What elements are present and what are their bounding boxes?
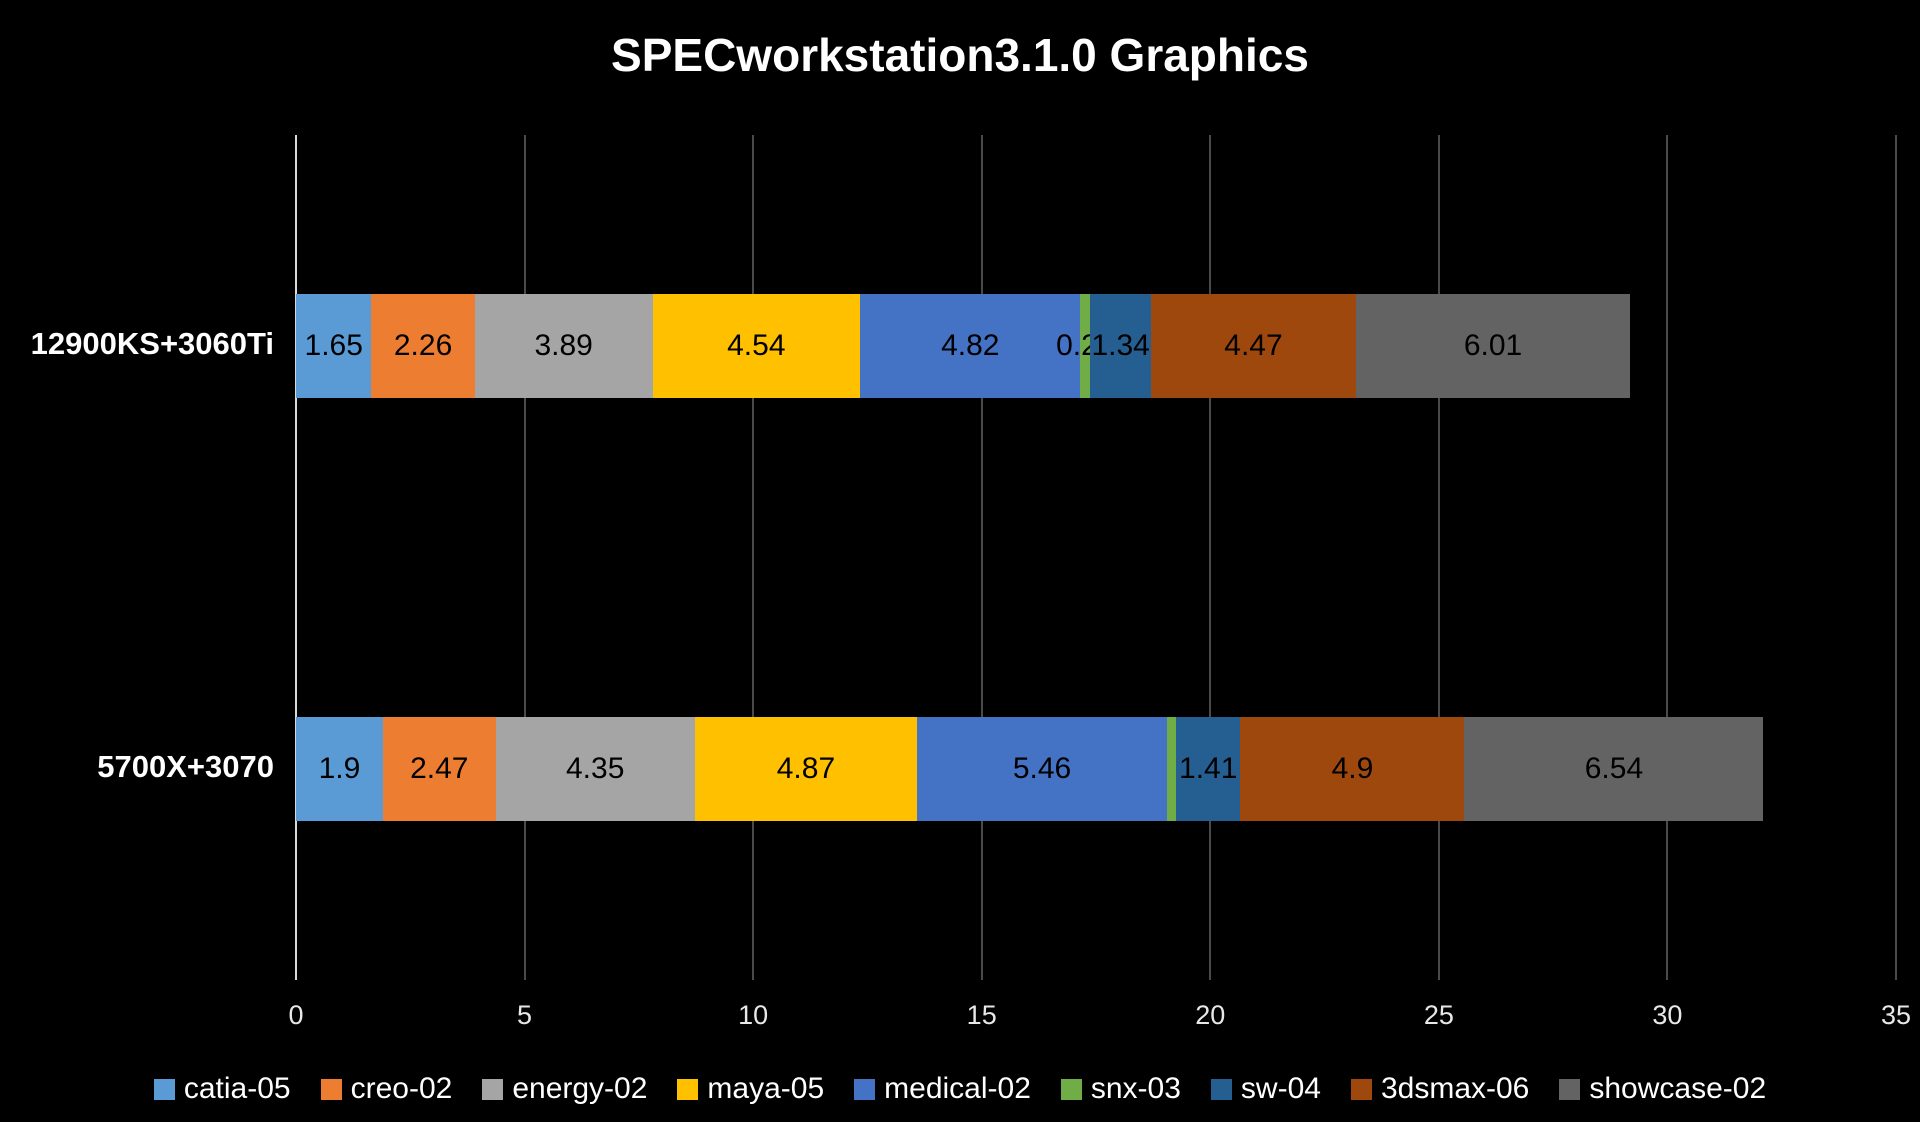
legend-swatch-icon xyxy=(1350,1078,1372,1100)
legend-swatch-icon xyxy=(482,1078,504,1100)
legend-item-catia-05: catia-05 xyxy=(153,1072,291,1106)
x-tick-label: 25 xyxy=(1423,1000,1454,1030)
bar-segment-sw-04: 1.34 xyxy=(1090,294,1152,399)
bar-value-label: 4.9 xyxy=(1331,751,1374,785)
x-tick-label: 10 xyxy=(738,1000,769,1030)
bar-value-label: 4.87 xyxy=(776,751,836,785)
bar-segment-maya-05: 4.87 xyxy=(694,716,918,821)
legend-swatch-icon xyxy=(320,1078,342,1100)
legend-swatch-icon xyxy=(1210,1078,1232,1100)
gridline xyxy=(1895,135,1897,980)
axis-line xyxy=(295,135,297,980)
gridline xyxy=(1437,135,1440,980)
legend-swatch-icon xyxy=(854,1078,876,1100)
bar-segment-medical-02: 4.82 xyxy=(860,294,1081,399)
legend-item-showcase-02: showcase-02 xyxy=(1559,1072,1766,1106)
chart-legend: catia-05 creo-02 energy-02 maya-05 medical-0… xyxy=(0,1072,1920,1106)
gridline xyxy=(523,135,526,980)
bar-segment-3dsmax-06: 4.47 xyxy=(1151,294,1356,399)
bar-segment-energy-02: 3.89 xyxy=(474,294,653,399)
bar-value-label: 4.54 xyxy=(727,329,786,363)
legend-label: maya-05 xyxy=(707,1072,825,1105)
legend-item-snx-03: snx-03 xyxy=(1060,1072,1181,1106)
legend-label: 3dsmax-06 xyxy=(1380,1072,1530,1105)
bar-segment-maya-05: 4.54 xyxy=(652,294,861,399)
x-tick-label: 0 xyxy=(288,1000,304,1030)
bar-value-label: 4.82 xyxy=(941,329,1000,363)
legend-swatch-icon xyxy=(1559,1078,1581,1100)
legend-swatch-icon xyxy=(1060,1078,1082,1100)
bar-segment-medical-02: 5.46 xyxy=(917,716,1167,821)
category-label: 12900KS+3060Ti xyxy=(30,326,274,362)
bar-segment-energy-02: 4.35 xyxy=(495,716,695,821)
legend-label: sw-04 xyxy=(1240,1072,1321,1105)
bar-segment-sw-04: 1.41 xyxy=(1176,716,1241,821)
gridline xyxy=(1666,135,1669,980)
bar-segment-3dsmax-06: 4.9 xyxy=(1240,716,1465,821)
bar-segment-snx-03 xyxy=(1166,716,1176,821)
legend-item-medical-02: medical-02 xyxy=(854,1072,1031,1106)
legend-item-maya-05: maya-05 xyxy=(677,1072,824,1106)
bar-value-label: 1.9 xyxy=(318,751,361,785)
legend-item-sw-04: sw-04 xyxy=(1210,1072,1321,1106)
legend-swatch-icon xyxy=(677,1078,699,1100)
bar-segment-showcase-02: 6.54 xyxy=(1464,716,1764,821)
category-label: 5700X+3070 xyxy=(97,748,274,784)
x-tick-label: 30 xyxy=(1652,1000,1683,1030)
legend-label: creo-02 xyxy=(350,1072,453,1105)
bar-value-label: 6.54 xyxy=(1584,751,1644,785)
legend-label: snx-03 xyxy=(1090,1072,1181,1105)
gridline xyxy=(1209,135,1212,980)
x-tick-label: 20 xyxy=(1195,1000,1226,1030)
bar-value-label: 4.35 xyxy=(565,751,625,785)
legend-item-energy-02: energy-02 xyxy=(482,1072,647,1106)
bar-segment-snx-03: 0.21 xyxy=(1056,294,1114,399)
x-tick-label: 15 xyxy=(966,1000,997,1030)
legend-label: energy-02 xyxy=(512,1072,648,1105)
legend-item-3dsmax-06: 3dsmax-06 xyxy=(1350,1072,1530,1106)
bar-value-label: 2.26 xyxy=(393,329,453,363)
legend-item-creo-02: creo-02 xyxy=(320,1072,453,1106)
bar-value-label: 1.34 xyxy=(1091,329,1150,363)
bar-segment-creo-02: 2.47 xyxy=(382,716,496,821)
bar-segment-creo-02: 2.26 xyxy=(371,294,475,399)
chart-title: SPECworkstation3.1.0 Graphics xyxy=(611,29,1309,81)
bar-value-label: 2.47 xyxy=(410,751,469,785)
bar-value-label: 6.01 xyxy=(1463,329,1523,363)
x-tick-label: 35 xyxy=(1880,1000,1912,1030)
legend-label: medical-02 xyxy=(884,1072,1031,1105)
gridline xyxy=(980,135,983,980)
legend-label: showcase-02 xyxy=(1589,1072,1767,1105)
bar-value-label: 1.41 xyxy=(1179,751,1238,785)
bar-segment-showcase-02: 6.01 xyxy=(1355,294,1631,399)
x-tick-label: 5 xyxy=(517,1000,533,1030)
bar-value-label: 1.65 xyxy=(304,329,363,363)
legend-swatch-icon xyxy=(153,1078,175,1100)
gridline xyxy=(752,135,755,980)
bar-segment-catia-05: 1.65 xyxy=(296,294,372,399)
bar-segment-catia-05: 1.9 xyxy=(296,716,383,821)
bar-value-label: 5.46 xyxy=(1012,751,1072,785)
legend-label: catia-05 xyxy=(183,1072,291,1105)
bar-value-label: 3.89 xyxy=(534,329,593,363)
bar-value-label: 4.47 xyxy=(1224,329,1283,363)
